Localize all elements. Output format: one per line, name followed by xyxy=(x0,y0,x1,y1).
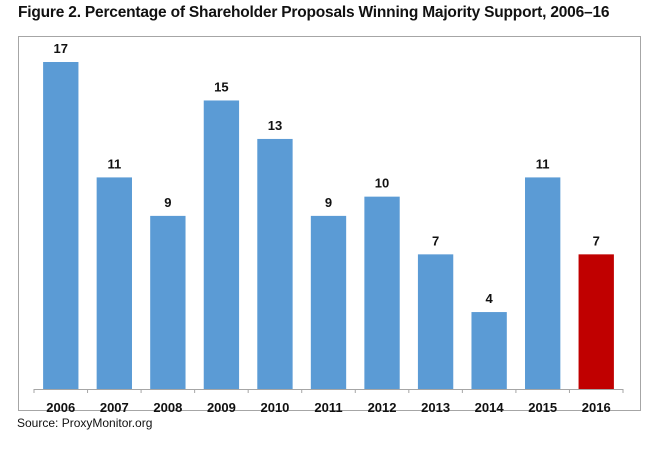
x-tick-label-2008: 2008 xyxy=(153,400,182,415)
bar-2010 xyxy=(257,138,293,389)
data-label-2016: 7 xyxy=(593,233,600,248)
source-note: Source: ProxyMonitor.org xyxy=(17,416,153,430)
x-tick-label-2010: 2010 xyxy=(260,400,289,415)
x-tick-label-2009: 2009 xyxy=(207,400,236,415)
bar-2013 xyxy=(417,254,454,389)
x-tick-label-2012: 2012 xyxy=(368,400,397,415)
data-label-2006: 17 xyxy=(54,41,68,56)
bar-2008 xyxy=(150,215,186,389)
data-label-2009: 15 xyxy=(214,79,228,94)
x-tick-label-2015: 2015 xyxy=(528,400,557,415)
bar-2015 xyxy=(525,177,561,389)
bar-2009 xyxy=(203,100,240,390)
x-tick-label-2014: 2014 xyxy=(475,400,505,415)
data-label-2010: 13 xyxy=(268,118,282,133)
x-tick-label-2006: 2006 xyxy=(46,400,75,415)
bar-2012 xyxy=(364,196,400,389)
chart-frame xyxy=(18,36,641,411)
bar-2007 xyxy=(96,177,132,389)
bar-2006 xyxy=(43,62,79,389)
bar-2016 xyxy=(578,254,614,389)
x-tick-label-2011: 2011 xyxy=(314,400,342,415)
bar-2011 xyxy=(310,215,347,389)
data-label-2014: 4 xyxy=(486,291,494,306)
data-label-2015: 11 xyxy=(536,156,550,171)
x-tick-label-2013: 2013 xyxy=(421,400,450,415)
data-label-2008: 9 xyxy=(164,195,171,210)
x-tick-label-2007: 2007 xyxy=(100,400,129,415)
chart-title: Figure 2. Percentage of Shareholder Prop… xyxy=(18,4,610,21)
data-label-2013: 7 xyxy=(432,233,439,248)
data-label-2012: 10 xyxy=(375,176,389,191)
data-label-2011: 9 xyxy=(325,195,332,210)
x-tick-label-2016: 2016 xyxy=(582,400,611,415)
bar-2014 xyxy=(471,312,507,389)
data-label-2007: 11 xyxy=(107,156,121,171)
